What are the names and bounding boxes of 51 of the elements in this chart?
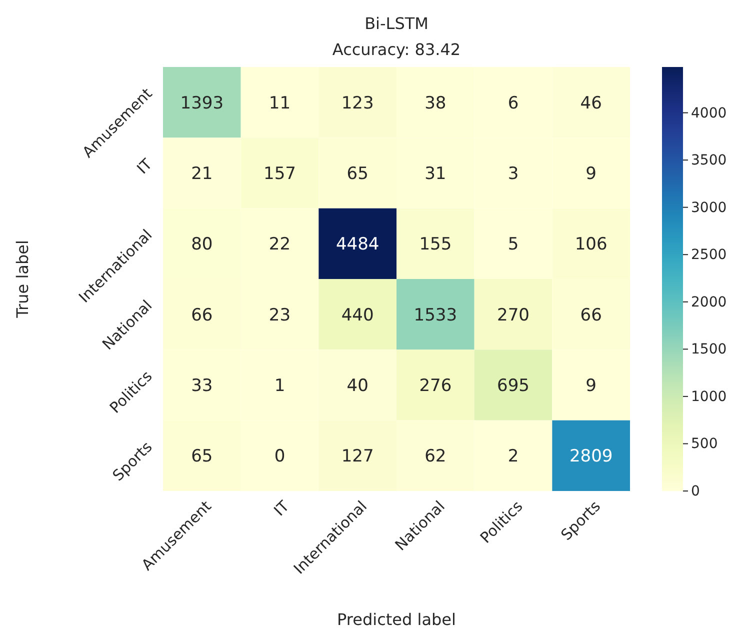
data-label: 9 (586, 376, 596, 396)
color-bar-label: 1000 (691, 388, 727, 405)
y-tick-label: IT (133, 154, 156, 178)
x-axis-title: Predicted label (337, 610, 456, 629)
data-label: 38 (424, 93, 446, 114)
data-label: 155 (419, 234, 452, 255)
data-label: 695 (497, 376, 530, 396)
color-bar-label: 0 (691, 483, 700, 500)
color-bar-label: 2000 (691, 294, 727, 310)
data-label: 157 (264, 164, 296, 184)
data-label: 123 (341, 93, 374, 114)
data-label: 440 (341, 305, 374, 326)
data-label: 2809 (569, 446, 613, 467)
data-label: 9 (586, 164, 596, 184)
data-label: 22 (268, 234, 291, 255)
y-axis-title: True label (13, 240, 32, 319)
data-label: 270 (497, 305, 530, 326)
color-bar-label: 4000 (691, 105, 727, 122)
data-label: 46 (580, 93, 602, 114)
chart-title: Bi-LSTM (364, 14, 428, 33)
data-label: 80 (191, 234, 213, 255)
color-bar-label: 3000 (691, 200, 727, 216)
data-label: 33 (191, 376, 213, 396)
data-label: 127 (341, 446, 374, 467)
data-label: 3 (508, 164, 519, 184)
x-tick-label: IT (270, 496, 294, 520)
data-label: 21 (191, 164, 213, 184)
data-label: 106 (574, 234, 608, 255)
data-label: 1533 (414, 305, 458, 326)
color-bar-label: 1500 (691, 342, 727, 358)
data-label: 1393 (180, 93, 224, 114)
data-label: 65 (346, 164, 368, 184)
data-label: 276 (419, 376, 452, 396)
data-label: 11 (268, 93, 291, 114)
data-label: 66 (191, 305, 213, 326)
data-label: 2 (508, 446, 519, 467)
data-label: 31 (424, 164, 446, 184)
color-bar-label: 2500 (691, 247, 727, 264)
data-label: 5 (508, 234, 519, 255)
color-bar-label: 3500 (691, 152, 727, 169)
data-label: 40 (346, 376, 368, 396)
chart-subtitle: Accuracy: 83.42 (332, 40, 461, 59)
data-label: 6 (508, 93, 519, 114)
data-label: 23 (268, 305, 291, 326)
data-label: 1 (274, 376, 286, 396)
color-bar-label: 500 (691, 436, 718, 452)
data-label: 65 (191, 446, 213, 467)
data-label: 62 (424, 446, 446, 467)
data-label: 4484 (336, 234, 380, 255)
data-label: 66 (580, 305, 602, 326)
data-label: 0 (274, 446, 286, 467)
